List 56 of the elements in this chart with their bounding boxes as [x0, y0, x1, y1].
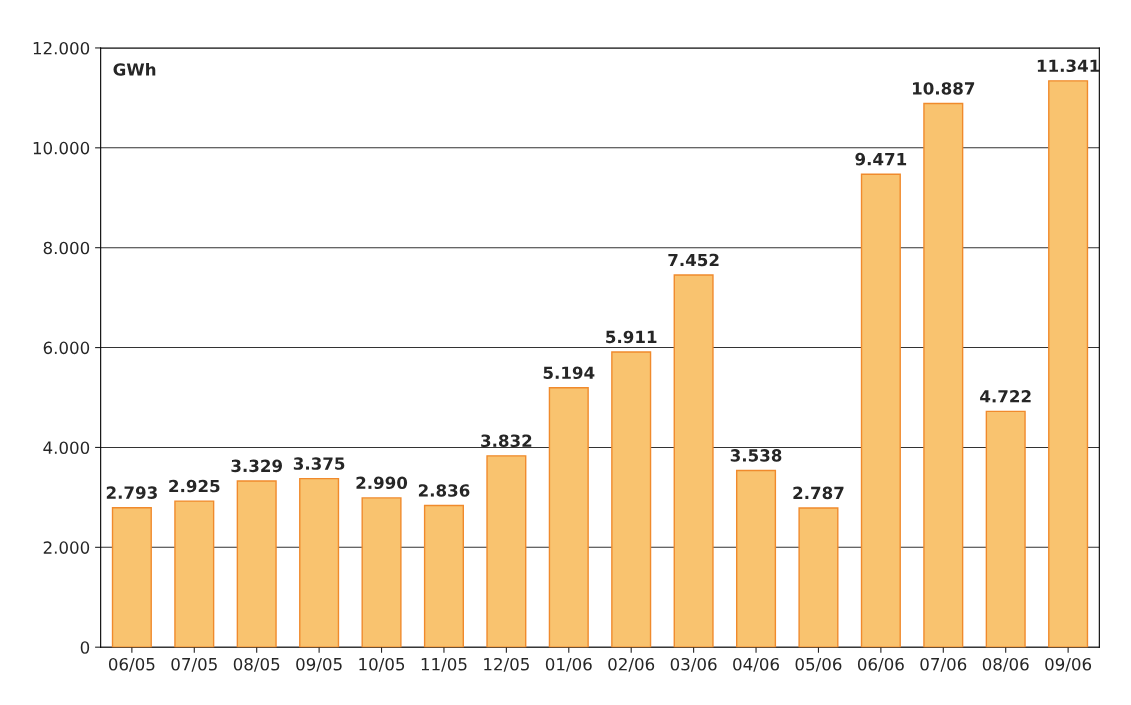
x-tick-label: 08/06: [982, 657, 1029, 672]
y-axis-title: GWh: [113, 62, 156, 76]
bar: [548, 387, 589, 648]
bar: [611, 351, 652, 648]
y-tick-label: 8.000: [43, 241, 90, 255]
bar: [174, 500, 215, 648]
data-label: 5.911: [606, 330, 657, 344]
bar: [735, 469, 777, 648]
data-label: 9.471: [855, 152, 907, 166]
data-label: 2.990: [356, 476, 408, 490]
x-tick-label: 02/06: [608, 657, 655, 672]
y-tick-label: 0: [80, 641, 90, 654]
x-tick-label: 09/05: [296, 657, 342, 672]
data-label: 7.452: [668, 253, 719, 267]
bar: [361, 497, 402, 648]
x-tick-label: 07/05: [171, 657, 217, 672]
x-tick-label: 06/05: [108, 657, 155, 672]
bar: [236, 480, 277, 648]
bar: [860, 173, 901, 648]
x-tick-label: 10/05: [359, 657, 405, 672]
x-tick-label: 01/06: [545, 657, 592, 672]
y-tick-label: 2.000: [43, 541, 90, 554]
x-tick-label: 03/06: [670, 657, 717, 672]
x-tick-label: 08/05: [233, 657, 280, 672]
y-tick-label: 6.000: [43, 341, 90, 355]
bar: [673, 274, 714, 648]
bar: [111, 507, 152, 648]
bar: [923, 102, 964, 648]
x-tick-label: 09/06: [1045, 657, 1092, 672]
x-tick-label: 05/06: [795, 657, 842, 672]
data-label: 4.722: [980, 389, 1031, 403]
x-tick-label: 06/06: [857, 657, 904, 672]
bar: [1048, 80, 1089, 648]
bar: [985, 410, 1026, 648]
x-tick-label: 11/05: [421, 657, 467, 672]
bar: [798, 507, 839, 648]
data-label: 2.925: [169, 479, 220, 493]
y-tick-label: 10.000: [33, 141, 90, 155]
bar: [486, 455, 527, 648]
bar: [299, 477, 340, 648]
x-tick-label: 12/05: [484, 657, 529, 672]
data-label: 3.375: [293, 457, 345, 470]
data-label: 2.787: [793, 486, 844, 500]
x-tick-label: 04/06: [733, 657, 779, 672]
x-tick-label: 07/06: [920, 657, 967, 672]
data-label: 2.836: [418, 484, 470, 497]
data-label: 3.538: [730, 449, 782, 462]
data-label: 10.887: [913, 82, 975, 95]
data-label: 11.341: [1037, 59, 1100, 73]
bar: [423, 504, 464, 648]
data-label: 3.329: [231, 459, 282, 473]
y-tick-label: 4.000: [43, 441, 90, 455]
y-tick-label: 12.000: [33, 41, 90, 55]
data-label: 2.793: [106, 486, 157, 499]
data-label: 5.194: [543, 366, 595, 380]
data-label: 3.832: [481, 434, 532, 448]
